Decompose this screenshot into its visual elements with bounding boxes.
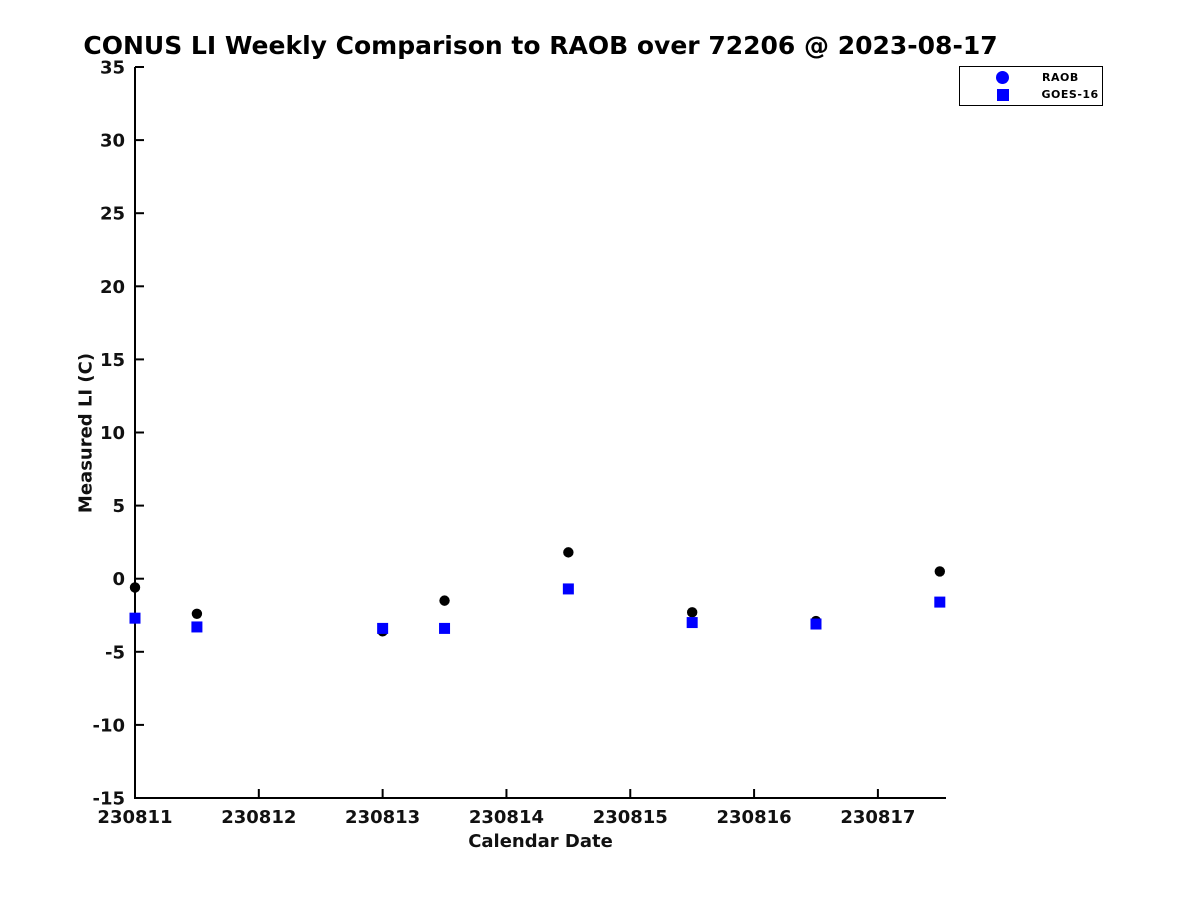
x-tick-label: 230811 — [97, 807, 172, 828]
goes16-point — [562, 583, 574, 595]
chart-title: CONUS LI Weekly Comparison to RAOB over … — [83, 31, 998, 60]
goes16-point — [810, 618, 822, 630]
legend-item-goes16: GOES-16 — [960, 86, 1102, 103]
goes16-point — [934, 596, 946, 608]
y-tick-label: -5 — [105, 642, 125, 663]
legend-label-raob: RAOB — [1042, 71, 1079, 84]
y-tick-label: 20 — [100, 277, 125, 298]
raob-point — [934, 566, 946, 577]
raob-point — [191, 608, 203, 619]
legend-label-goes16: GOES-16 — [1041, 88, 1099, 101]
y-axis-label: Measured LI (C) — [75, 352, 97, 514]
y-tick-label: 5 — [112, 496, 125, 517]
goes16-legend-square-icon — [996, 88, 1009, 101]
axes-spines — [134, 67, 946, 799]
y-tick-label: 25 — [100, 204, 125, 225]
goes16-point — [439, 622, 451, 634]
goes16-point — [191, 621, 203, 633]
x-tick-label: 230816 — [717, 807, 792, 828]
legend: RAOB GOES-16 — [959, 66, 1103, 106]
x-tick-label: 230815 — [593, 807, 668, 828]
y-tick-label: 35 — [100, 58, 125, 79]
y-tick-label: 0 — [112, 569, 125, 590]
x-tick-label: 230817 — [840, 807, 915, 828]
y-tick-label: 15 — [100, 350, 125, 371]
goes16-point — [129, 612, 141, 624]
raob-point — [563, 547, 574, 558]
raob-legend-circle-icon — [996, 71, 1009, 84]
raob-point — [129, 582, 141, 593]
raob-point — [686, 607, 698, 618]
x-tick-label: 230813 — [345, 807, 420, 828]
raob-point — [439, 595, 450, 606]
goes16-point — [686, 617, 698, 629]
y-tick-label: 30 — [100, 131, 125, 152]
y-tick-label: -15 — [92, 789, 125, 810]
x-axis-label: Calendar Date — [468, 831, 613, 852]
y-tick-label: 10 — [100, 423, 125, 444]
x-tick-label: 230814 — [469, 807, 544, 828]
goes16-point — [377, 622, 389, 634]
x-tick-label: 230812 — [221, 807, 296, 828]
y-tick-label: -10 — [92, 715, 125, 736]
legend-item-raob: RAOB — [960, 69, 1102, 86]
